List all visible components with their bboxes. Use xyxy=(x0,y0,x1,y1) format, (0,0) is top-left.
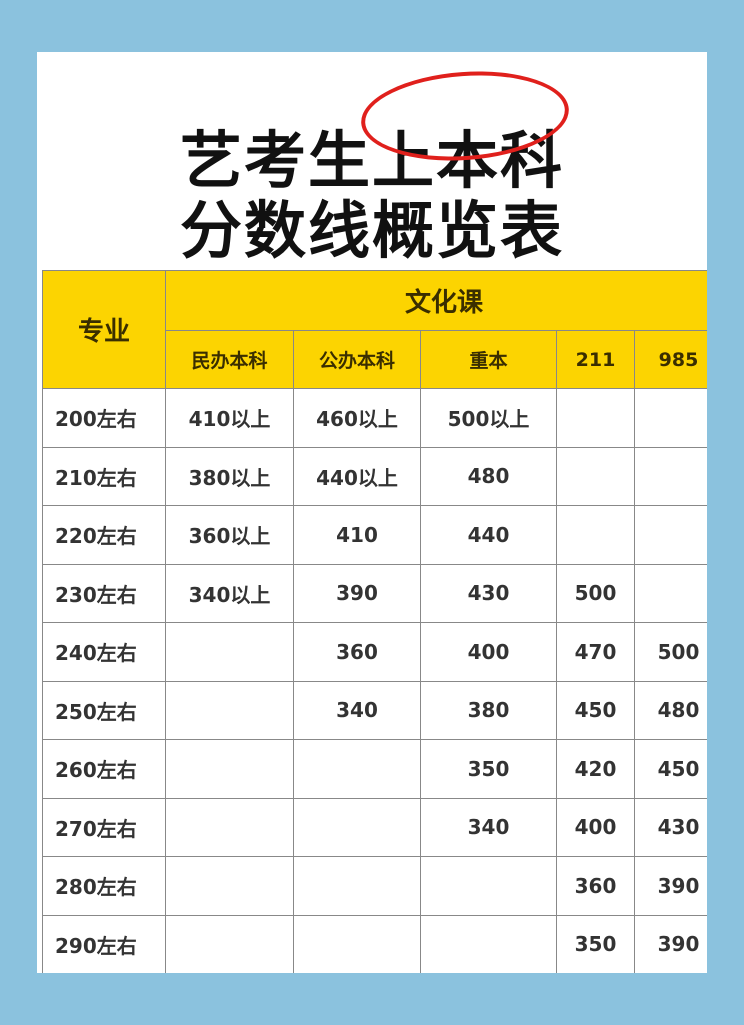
sub-header: 公办本科 xyxy=(293,330,421,389)
table-row: 200左右 410以上 460以上 500以上 xyxy=(42,388,707,448)
table-row: 290左右 350 390 xyxy=(42,914,707,973)
culture-score-cell: 390 xyxy=(293,563,421,623)
table-row: 280左右 360 390 xyxy=(42,856,707,916)
culture-score-cell: 380 xyxy=(420,680,557,740)
major-score-cell: 210左右 xyxy=(42,446,166,506)
culture-score-cell xyxy=(165,797,294,857)
culture-score-cell xyxy=(165,739,294,799)
culture-score-cell: 440以上 xyxy=(293,446,421,506)
score-table: 专业 文化课 民办本科 公办本科 重本 211 985 200左右 410以上 460以上 5… xyxy=(42,270,707,973)
culture-score-cell: 480 xyxy=(633,680,707,740)
culture-score-cell xyxy=(293,856,421,916)
culture-score-cell: 400 xyxy=(420,622,557,682)
culture-score-cell xyxy=(556,505,635,565)
culture-score-cell: 450 xyxy=(556,680,635,740)
sub-header: 985 xyxy=(633,330,707,389)
culture-score-cell: 360 xyxy=(293,622,421,682)
culture-score-cell xyxy=(293,739,421,799)
culture-score-cell: 360 xyxy=(556,856,635,916)
culture-score-cell xyxy=(165,856,294,916)
major-score-cell: 240左右 xyxy=(42,622,166,682)
culture-score-cell xyxy=(420,856,557,916)
culture-score-cell: 500以上 xyxy=(420,388,557,448)
culture-score-cell xyxy=(633,505,707,565)
major-score-cell: 220左右 xyxy=(42,505,166,565)
sub-header: 重本 xyxy=(420,330,557,389)
table-row: 250左右 340 380 450 480 xyxy=(42,680,707,740)
culture-score-cell: 430 xyxy=(420,563,557,623)
table-row: 220左右 360以上 410 440 xyxy=(42,505,707,565)
major-score-cell: 250左右 xyxy=(42,680,166,740)
culture-score-cell: 380以上 xyxy=(165,446,294,506)
title-line-2: 分数线概览表 xyxy=(179,194,564,267)
score-sheet: 艺考生上本科 分数线概览表 专业 文化课 民办本科 公办本科 重本 211 985 20… xyxy=(37,52,707,973)
culture-score-cell: 480 xyxy=(420,446,557,506)
culture-score-cell: 430 xyxy=(633,797,707,857)
table-row: 230左右 340以上 390 430 500 xyxy=(42,563,707,623)
culture-score-cell xyxy=(556,446,635,506)
culture-score-cell: 350 xyxy=(556,914,635,973)
culture-score-cell xyxy=(165,680,294,740)
culture-score-cell: 460以上 xyxy=(293,388,421,448)
culture-score-cell: 340 xyxy=(420,797,557,857)
title-line-1: 艺考生上本科 xyxy=(179,124,564,197)
culture-score-cell: 390 xyxy=(633,856,707,916)
culture-score-cell: 470 xyxy=(556,622,635,682)
major-score-cell: 200左右 xyxy=(42,388,166,448)
major-score-cell: 260左右 xyxy=(42,739,166,799)
table-row: 260左右 350 420 450 xyxy=(42,739,707,799)
culture-score-cell: 500 xyxy=(633,622,707,682)
culture-score-cell: 340以上 xyxy=(165,563,294,623)
culture-score-cell: 500 xyxy=(556,563,635,623)
culture-score-cell: 360以上 xyxy=(165,505,294,565)
culture-score-cell: 410以上 xyxy=(165,388,294,448)
culture-score-cell xyxy=(293,797,421,857)
sub-header: 民办本科 xyxy=(165,330,294,389)
culture-score-cell: 410 xyxy=(293,505,421,565)
culture-score-cell xyxy=(633,446,707,506)
culture-score-cell: 350 xyxy=(420,739,557,799)
major-score-cell: 290左右 xyxy=(42,914,166,973)
major-score-cell: 280左右 xyxy=(42,856,166,916)
culture-score-cell xyxy=(420,914,557,973)
culture-score-cell: 390 xyxy=(633,914,707,973)
culture-score-cell xyxy=(165,914,294,973)
culture-score-cell xyxy=(556,388,635,448)
sub-header: 211 xyxy=(556,330,635,389)
major-score-cell: 270左右 xyxy=(42,797,166,857)
table-row: 210左右 380以上 440以上 480 xyxy=(42,446,707,506)
culture-score-cell: 340 xyxy=(293,680,421,740)
culture-score-cell xyxy=(165,622,294,682)
culture-score-cell: 420 xyxy=(556,739,635,799)
culture-score-cell xyxy=(293,914,421,973)
culture-score-cell xyxy=(633,388,707,448)
culture-score-cell: 400 xyxy=(556,797,635,857)
culture-score-cell xyxy=(633,563,707,623)
table-row: 240左右 360 400 470 500 xyxy=(42,622,707,682)
major-score-cell: 230左右 xyxy=(42,563,166,623)
major-header: 专业 xyxy=(42,270,166,389)
culture-score-cell: 440 xyxy=(420,505,557,565)
table-row: 270左右 340 400 430 xyxy=(42,797,707,857)
culture-header: 文化课 xyxy=(164,270,707,331)
culture-score-cell: 450 xyxy=(633,739,707,799)
